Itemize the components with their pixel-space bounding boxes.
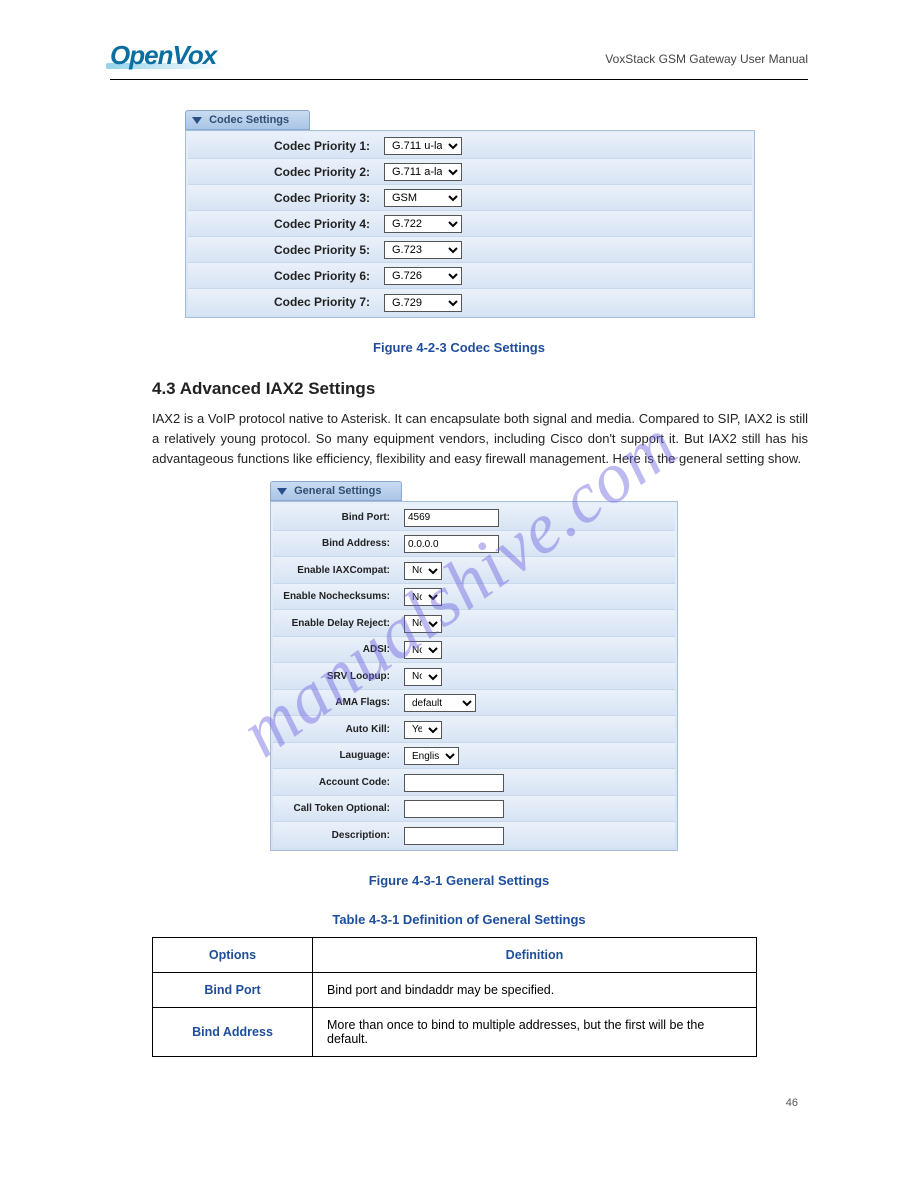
codec-settings-title: Codec Settings (209, 114, 289, 126)
doc-title: VoxStack GSM Gateway User Manual (605, 52, 808, 66)
general-field-11[interactable] (404, 800, 504, 818)
general-label: Bind Address: (273, 534, 398, 553)
general-row: ADSI: No (273, 637, 675, 664)
codec-label: Codec Priority 6: (188, 265, 378, 287)
codec-label: Codec Priority 3: (188, 187, 378, 209)
page-number: 46 (110, 1097, 808, 1109)
general-label: SRV Loopup: (273, 667, 398, 686)
codec-row: Codec Priority 2: G.711 a-law (188, 159, 752, 185)
general-row: Lauguage: English (273, 743, 675, 770)
general-field-0[interactable] (404, 509, 499, 527)
codec-priority-select-2[interactable]: G.711 a-law (384, 163, 462, 181)
codec-label: Codec Priority 1: (188, 135, 378, 157)
col-options: Options (153, 938, 313, 973)
codec-row: Codec Priority 5: G.723 (188, 237, 752, 263)
codec-row: Codec Priority 3: GSM (188, 185, 752, 211)
general-label: Enable Delay Reject: (273, 614, 398, 633)
codec-settings-panel: Codec Settings Codec Priority 1: G.711 u-… (185, 110, 755, 318)
codec-priority-select-4[interactable]: G.722 (384, 215, 462, 233)
chevron-down-icon (192, 117, 202, 124)
table-row: Bind AddressMore than once to bind to mu… (153, 1008, 757, 1057)
general-field-1[interactable] (404, 535, 499, 553)
general-label: AMA Flags: (273, 693, 398, 712)
general-label: Description: (273, 826, 398, 845)
defs-caption: Table 4-3-1 Definition of General Settin… (110, 912, 808, 927)
general-row: Bind Port: (273, 504, 675, 531)
general-row: Enable IAXCompat: No (273, 557, 675, 584)
general-field-7[interactable]: default (404, 694, 476, 712)
codec-priority-select-5[interactable]: G.723 (384, 241, 462, 259)
general-row: Enable Delay Reject: No (273, 610, 675, 637)
codec-label: Codec Priority 7: (188, 291, 378, 313)
general-label: Bind Port: (273, 508, 398, 527)
general-field-2[interactable]: No (404, 562, 442, 580)
option-definition: Bind port and bindaddr may be specified. (313, 973, 757, 1008)
general-field-4[interactable]: No (404, 615, 442, 633)
codec-settings-tab[interactable]: Codec Settings (185, 110, 310, 130)
iax-heading: 4.3 Advanced IAX2 Settings (152, 379, 808, 399)
table-header-row: Options Definition (153, 938, 757, 973)
general-label: Lauguage: (273, 746, 398, 765)
general-row: AMA Flags: default (273, 690, 675, 717)
option-name: Bind Port (153, 973, 313, 1008)
general-field-5[interactable]: No (404, 641, 442, 659)
general-row: Bind Address: (273, 531, 675, 558)
general-field-8[interactable]: Yes (404, 721, 442, 739)
codec-priority-select-1[interactable]: G.711 u-law (384, 137, 462, 155)
table-row: Bind PortBind port and bindaddr may be s… (153, 973, 757, 1008)
codec-priority-select-6[interactable]: G.726 (384, 267, 462, 285)
brand-logo: OpenVox (110, 40, 216, 71)
general-settings-panel: General Settings Bind Port: Bind Address:… (270, 481, 678, 851)
general-field-10[interactable] (404, 774, 504, 792)
chevron-down-icon (277, 488, 287, 495)
col-definition: Definition (313, 938, 757, 973)
general-row: Call Token Optional: (273, 796, 675, 823)
general-row: Enable Nochecksums: No (273, 584, 675, 611)
general-label: Account Code: (273, 773, 398, 792)
general-row: Account Code: (273, 769, 675, 796)
iax-paragraph: IAX2 is a VoIP protocol native to Asteri… (152, 409, 808, 469)
codec-label: Codec Priority 2: (188, 161, 378, 183)
codec-row: Codec Priority 6: G.726 (188, 263, 752, 289)
general-row: Auto Kill: Yes (273, 716, 675, 743)
general-field-9[interactable]: English (404, 747, 459, 765)
codec-caption: Figure 4-2-3 Codec Settings (110, 340, 808, 355)
general-row: Description: (273, 822, 675, 848)
general-settings-title: General Settings (294, 485, 381, 497)
general-settings-tab[interactable]: General Settings (270, 481, 402, 501)
codec-label: Codec Priority 4: (188, 213, 378, 235)
codec-priority-select-7[interactable]: G.729 (384, 294, 462, 312)
option-definition: More than once to bind to multiple addre… (313, 1008, 757, 1057)
general-row: SRV Loopup: No (273, 663, 675, 690)
general-label: Call Token Optional: (273, 799, 398, 818)
header-bar: VoxStack GSM Gateway User Manual OpenVox (110, 40, 808, 80)
codec-row: Codec Priority 1: G.711 u-law (188, 133, 752, 159)
option-name: Bind Address (153, 1008, 313, 1057)
codec-row: Codec Priority 4: G.722 (188, 211, 752, 237)
general-label: Enable IAXCompat: (273, 561, 398, 580)
general-caption: Figure 4-3-1 General Settings (110, 873, 808, 888)
general-field-12[interactable] (404, 827, 504, 845)
general-label: Auto Kill: (273, 720, 398, 739)
codec-label: Codec Priority 5: (188, 239, 378, 261)
general-field-3[interactable]: No (404, 588, 442, 606)
general-label: Enable Nochecksums: (273, 587, 398, 606)
codec-priority-select-3[interactable]: GSM (384, 189, 462, 207)
definitions-table: Options Definition Bind PortBind port an… (152, 937, 757, 1057)
general-label: ADSI: (273, 640, 398, 659)
codec-row: Codec Priority 7: G.729 (188, 289, 752, 315)
general-field-6[interactable]: No (404, 668, 442, 686)
